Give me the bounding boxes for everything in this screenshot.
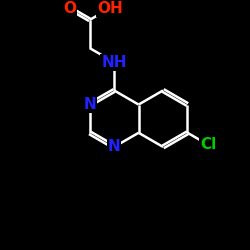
Text: NH: NH [102, 55, 127, 70]
Text: O: O [63, 1, 76, 16]
Text: N: N [83, 97, 96, 112]
Text: Cl: Cl [200, 137, 216, 152]
Text: OH: OH [97, 1, 123, 16]
Text: N: N [108, 140, 120, 154]
